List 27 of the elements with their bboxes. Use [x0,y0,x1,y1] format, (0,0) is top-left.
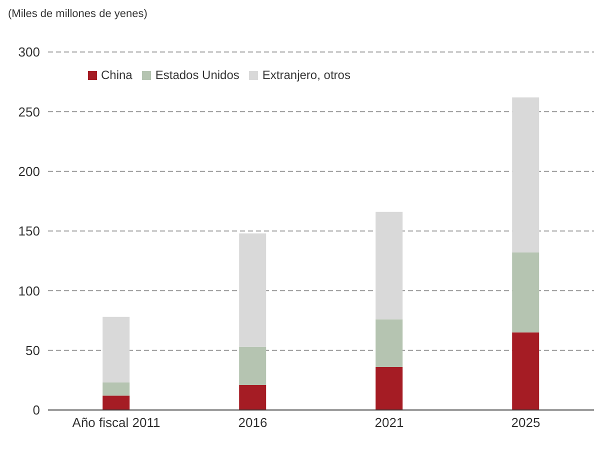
legend-label: Estados Unidos [155,68,240,82]
y-tick-label: 200 [18,164,40,179]
bar [376,212,403,320]
legend-label: Extranjero, otros [262,68,350,82]
bar [512,97,540,252]
bar [239,346,266,385]
bar [512,252,540,332]
bar [239,384,266,410]
legend-label: China [101,68,132,82]
bar [102,316,130,383]
y-tick-label: 100 [18,283,40,298]
bar [376,319,403,368]
y-tick-label: 300 [18,44,40,60]
bar [239,233,266,347]
y-tick-label: 150 [18,224,40,239]
y-tick-label: 0 [32,402,40,418]
bar [376,367,403,410]
y-axis-title: (Miles de millones de yenes) [8,8,148,20]
y-tick-label: 250 [18,104,40,120]
x-tick-label: 2021 [374,415,404,430]
x-tick-label: 2016 [238,415,268,430]
y-tick-label: 50 [26,342,40,358]
bar [102,382,130,396]
bar [102,396,130,410]
x-tick-label: 2025 [511,415,540,430]
bar [512,332,540,410]
x-tick-label: Año fiscal 2011 [72,415,160,430]
